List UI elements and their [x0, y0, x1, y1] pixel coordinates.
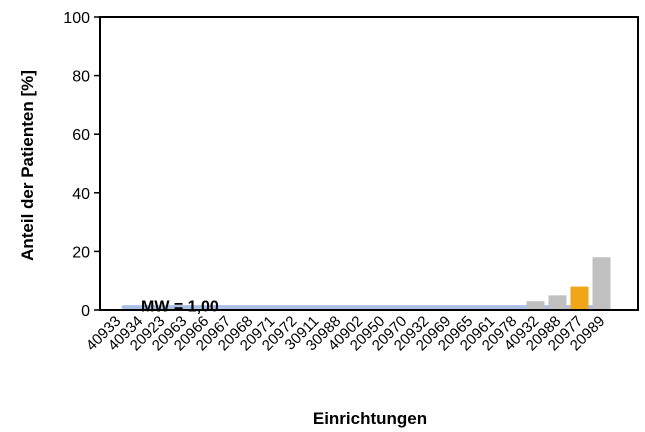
- mean-label: MW = 1,00: [141, 299, 219, 316]
- bar-20989: [592, 257, 611, 310]
- y-tick-label: 0: [81, 303, 90, 320]
- bar-40932: [526, 301, 545, 310]
- y-tick-label: 80: [72, 69, 90, 86]
- y-tick-label: 100: [63, 10, 90, 27]
- plot-frame: [99, 16, 639, 311]
- x-axis-title: Einrichtungen: [313, 409, 427, 428]
- y-tick-label: 40: [72, 186, 90, 203]
- y-tick-label: 60: [72, 127, 90, 144]
- y-tick-label: 20: [72, 244, 90, 261]
- bar-20988: [548, 295, 567, 310]
- y-axis-title: Anteil der Patienten [%]: [18, 70, 37, 261]
- bar-20977: [570, 286, 589, 310]
